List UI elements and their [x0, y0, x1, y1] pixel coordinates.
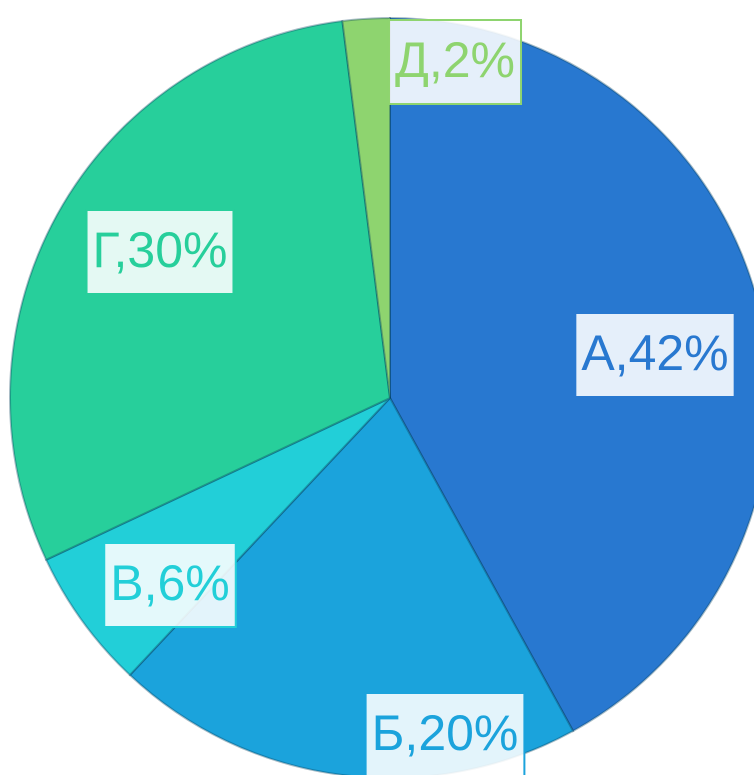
- slice-label: А,42%: [574, 312, 736, 398]
- slice-label: Б,20%: [364, 692, 526, 775]
- slice-label: Д,2%: [387, 19, 523, 105]
- slice-label: Г,30%: [85, 209, 235, 295]
- data-label: В,6%: [110, 555, 230, 611]
- pie-slice: [341, 16, 391, 399]
- data-label: Г,30%: [93, 222, 228, 278]
- label-box: [574, 312, 736, 398]
- data-label: Д,2%: [395, 32, 515, 88]
- label-box: [364, 692, 526, 775]
- slice-label: В,6%: [103, 542, 237, 628]
- data-label: А,42%: [581, 325, 728, 381]
- pie-slice: [389, 16, 754, 733]
- label-box: [103, 542, 237, 628]
- label-box: [85, 209, 235, 295]
- label-box: [387, 19, 523, 105]
- data-label: Б,20%: [372, 705, 519, 761]
